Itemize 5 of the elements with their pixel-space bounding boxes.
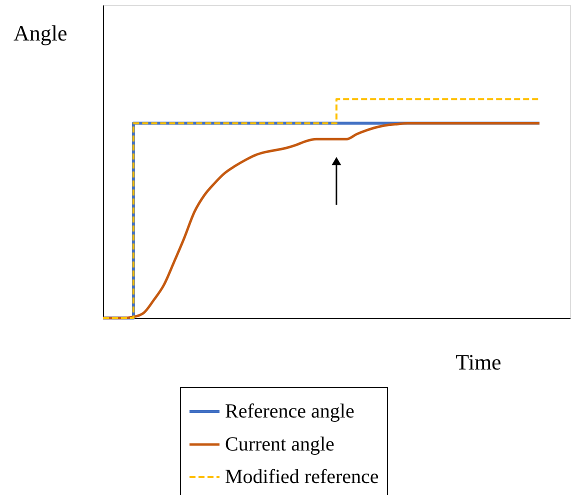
x-axis-title: Time (456, 350, 502, 374)
legend-label: Current angle (225, 434, 335, 456)
legend-label: Reference angle (225, 400, 354, 422)
legend-label: Modified reference (225, 466, 379, 488)
y-axis-title: Angle (14, 20, 68, 46)
